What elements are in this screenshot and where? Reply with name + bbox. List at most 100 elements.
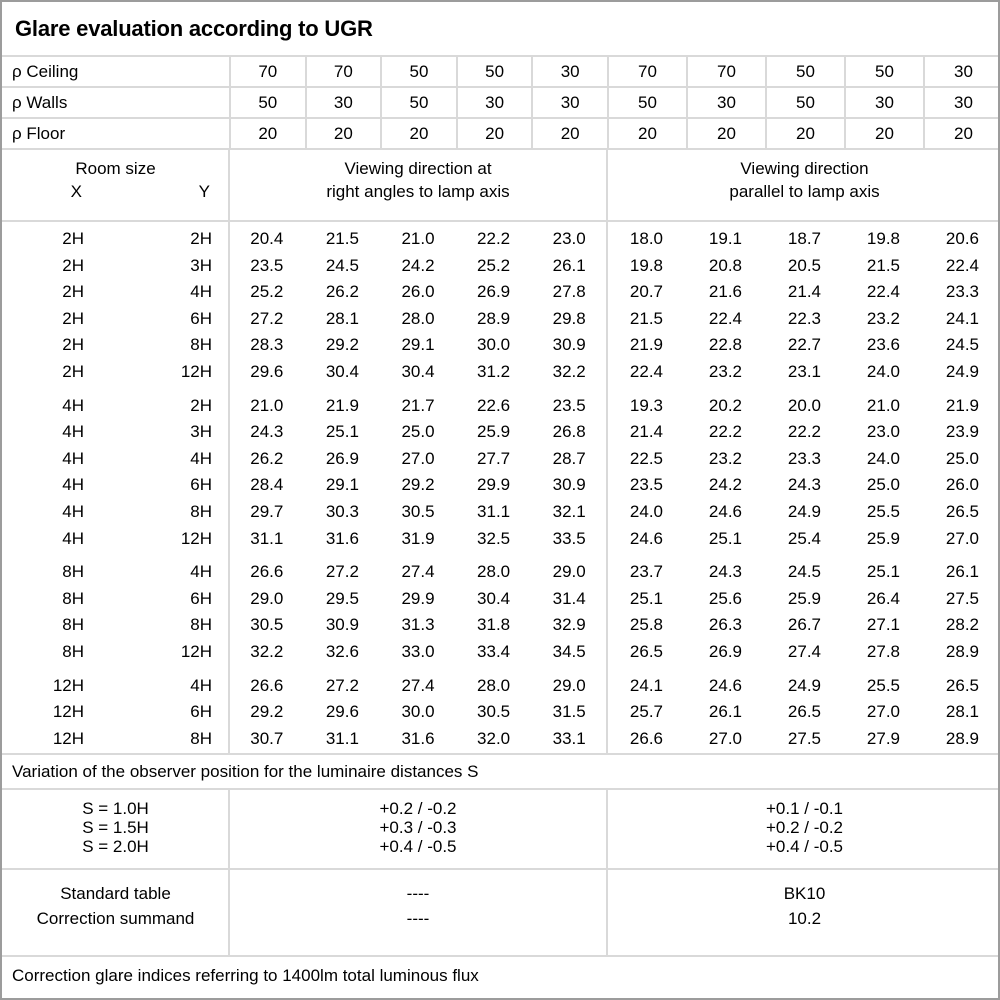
room-y-cell: 3H	[190, 255, 212, 275]
ugr-value-cell: 27.4	[787, 641, 822, 661]
page-title: Glare evaluation according to UGR	[15, 15, 373, 41]
ugr-value-cell: 31.6	[401, 728, 435, 748]
variation-parallel-value: +0.4 / -0.5	[765, 837, 844, 856]
room-size-header: Room size X Y Viewing direction at right…	[2, 150, 998, 222]
reflectance-value-cell: 50	[229, 88, 305, 117]
ugr-value-cell: 23.5	[552, 395, 586, 415]
room-y-cell: 2H	[190, 229, 212, 248]
ugr-value-cell: 28.7	[552, 448, 586, 468]
ugr-value-cell: 26.8	[552, 422, 586, 442]
ugr-value-cell: 28.0	[477, 562, 511, 582]
correction-summand-right-angles-value: ----	[406, 909, 430, 928]
ugr-value-cell: 29.2	[401, 475, 435, 495]
ugr-value-cell: 22.2	[787, 422, 822, 442]
ugr-value-cell: 24.6	[708, 675, 743, 695]
room-x-cell: 4H	[62, 528, 84, 548]
ugr-value-cell: 27.2	[325, 562, 359, 582]
table-row: 12H 4H 26.6 27.2 27.4 28.0 29.0 24.1 24.…	[2, 673, 998, 700]
ugr-value-cell: 30.0	[477, 335, 511, 355]
s-distance-labels: S = 1.0H S = 1.5H S = 2.0H	[2, 799, 229, 868]
room-y-cell: 2H	[190, 395, 212, 415]
room-y-cell: 6H	[190, 588, 212, 608]
ugr-value-cell: 33.0	[401, 641, 435, 661]
ugr-value-cell: 24.1	[629, 675, 664, 695]
ugr-value-cell: 19.1	[708, 229, 743, 248]
ugr-value-cell: 26.9	[477, 282, 511, 302]
ugr-value-cell: 23.7	[629, 562, 664, 582]
ugr-value-cell: 24.2	[708, 475, 743, 495]
ugr-value-cell: 24.5	[787, 562, 822, 582]
ugr-value-cell: 21.5	[325, 229, 359, 248]
room-x-cell: 12H	[52, 702, 84, 722]
ugr-value-cell: 18.0	[629, 229, 664, 248]
ugr-value-cell: 29.7	[250, 501, 284, 521]
correction-summand-parallel-value: 10.2	[787, 909, 822, 928]
reflectance-value-cell: 20	[455, 119, 532, 148]
ugr-value-cell: 30.9	[552, 335, 586, 355]
observer-variation-section: S = 1.0H S = 1.5H S = 2.0H +0.2 / -0.2 +…	[2, 790, 998, 870]
ugr-value-cell: 32.9	[552, 615, 586, 635]
reflectance-value-cell: 30	[685, 88, 765, 117]
ugr-value-cell: 26.5	[629, 641, 664, 661]
column-divider	[228, 870, 230, 955]
room-x-cell: 8H	[62, 588, 84, 608]
ugr-value-cell: 31.3	[401, 615, 435, 635]
ugr-value-cell: 33.1	[552, 728, 586, 748]
ugr-value-cell: 21.6	[708, 282, 743, 302]
ugr-value-cell: 20.8	[708, 255, 743, 275]
variation-right-angles-value: +0.2 / -0.2	[379, 799, 457, 818]
ugr-value-cell: 27.0	[708, 728, 743, 748]
ugr-value-cell: 23.6	[866, 335, 901, 355]
room-size-title: Room size	[75, 159, 156, 178]
table-row: 4H 3H 24.3 25.1 25.0 25.9 26.8 21.4 22.2…	[2, 419, 998, 446]
variation-parallel-value: +0.1 / -0.1	[765, 799, 844, 818]
ugr-value-cell: 27.2	[325, 675, 359, 695]
ugr-value-cell: 30.5	[477, 702, 511, 722]
ugr-value-cell: 22.4	[866, 282, 901, 302]
reflectance-value-cell: 50	[380, 88, 456, 117]
ugr-value-cell: 25.0	[945, 448, 980, 468]
ugr-value-cell: 27.8	[552, 282, 586, 302]
ugr-value-cell: 28.0	[477, 675, 511, 695]
ugr-value-cell: 24.9	[787, 675, 822, 695]
room-x-cell: 4H	[62, 422, 84, 442]
ugr-value-cell: 24.3	[250, 422, 284, 442]
ugr-value-cell: 30.7	[250, 728, 284, 748]
ugr-value-cell: 28.1	[325, 308, 359, 328]
reflectance-value-cell: 30	[531, 57, 607, 86]
ugr-value-cell: 22.8	[708, 335, 743, 355]
ugr-value-cell: 28.2	[945, 615, 980, 635]
ugr-value-cell: 24.2	[401, 255, 435, 275]
table-row: 8H 6H 29.0 29.5 29.9 30.4 31.4 25.1 25.6…	[2, 586, 998, 613]
room-y-cell: 8H	[190, 615, 212, 635]
room-size-cell: Room size X Y	[2, 150, 229, 220]
ugr-value-cell: 26.7	[787, 615, 822, 635]
ugr-value-cell: 29.1	[325, 475, 359, 495]
ugr-value-cell: 26.1	[552, 255, 586, 275]
table-row: 8H 8H 30.5 30.9 31.3 31.8 32.9 25.8 26.3…	[2, 612, 998, 639]
room-x-cell: 2H	[62, 361, 84, 381]
ugr-value-cell: 29.9	[401, 588, 435, 608]
ugr-value-cell: 28.3	[250, 335, 284, 355]
reflectance-value-cell: 20	[380, 119, 456, 148]
summary-labels: Standard table Correction summand	[2, 881, 229, 955]
ugr-value-cell: 28.1	[945, 702, 980, 722]
row-label-walls: ρ Walls	[12, 93, 68, 112]
ugr-value-cell: 34.5	[552, 641, 586, 661]
table-row: 12H 8H 30.7 31.1 31.6 32.0 33.1 26.6 27.…	[2, 726, 998, 753]
ugr-value-cell: 26.6	[250, 675, 284, 695]
ugr-value-cell: 25.9	[477, 422, 511, 442]
ugr-value-cell: 30.0	[401, 702, 435, 722]
ugr-value-cell: 21.9	[325, 395, 359, 415]
ugr-value-cell: 26.9	[708, 641, 743, 661]
reflectance-value-cell: 50	[455, 57, 532, 86]
ugr-value-cell: 29.2	[325, 335, 359, 355]
ugr-value-cell: 30.9	[552, 475, 586, 495]
variation-right-angles-value: +0.4 / -0.5	[379, 837, 457, 856]
ugr-value-cell: 26.4	[866, 588, 901, 608]
table-row: 4H 12H 31.1 31.6 31.9 32.5 33.5 24.6 25.…	[2, 526, 998, 553]
column-divider	[228, 150, 230, 753]
table-row: 2H 12H 29.6 30.4 30.4 31.2 32.2 22.4 23.…	[2, 359, 998, 386]
ugr-value-cell: 24.3	[708, 562, 743, 582]
ugr-value-cell: 30.4	[401, 361, 435, 381]
